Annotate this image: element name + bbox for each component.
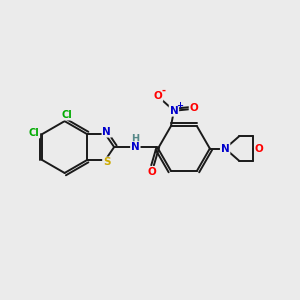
Text: O: O — [255, 143, 264, 154]
Text: S: S — [103, 158, 110, 167]
Text: Cl: Cl — [61, 110, 72, 120]
Text: Cl: Cl — [28, 128, 39, 138]
Text: N: N — [102, 127, 111, 137]
Text: +: + — [176, 101, 183, 110]
Text: N: N — [131, 142, 140, 152]
Text: -: - — [161, 86, 165, 96]
Text: O: O — [148, 167, 156, 177]
Text: N: N — [169, 106, 178, 116]
Text: O: O — [190, 103, 198, 113]
Text: N: N — [221, 143, 230, 154]
Text: H: H — [131, 134, 140, 144]
Text: O: O — [154, 91, 162, 101]
